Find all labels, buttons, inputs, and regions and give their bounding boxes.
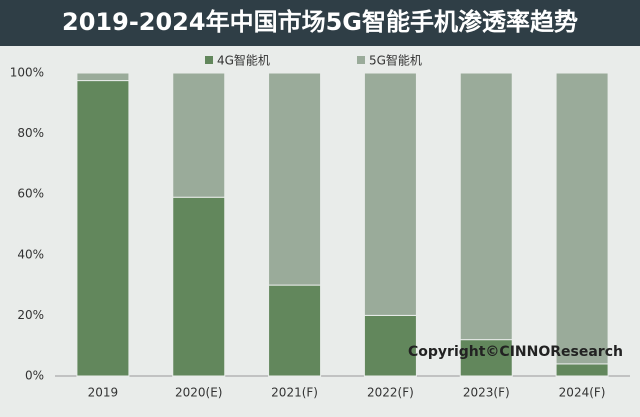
x-tick-label: 2023(F) [463, 386, 510, 400]
bar-segment [76, 80, 130, 377]
y-tick-label: 100% [10, 66, 44, 80]
legend-label: 4G智能机 [217, 53, 270, 68]
x-tick-label: 2019 [88, 386, 119, 400]
legend-swatch [357, 56, 365, 64]
bar-segment [268, 72, 322, 286]
x-tick-label: 2021(F) [271, 386, 318, 400]
bar-segment [555, 363, 609, 377]
y-tick-label: 60% [17, 187, 44, 201]
chart-title: 2019-2024年中国市场5G智能手机渗透率趋势 [62, 8, 578, 36]
y-tick-label: 0% [25, 369, 44, 383]
title-bar [0, 0, 640, 46]
bar-segment [172, 196, 226, 377]
bar-segment [459, 339, 513, 377]
bar-segment [76, 72, 130, 82]
bar-segment [555, 72, 609, 365]
x-tick-label: 2020(E) [175, 386, 222, 400]
legend-swatch [205, 56, 213, 64]
y-tick-label: 20% [17, 308, 44, 322]
y-tick-label: 80% [17, 126, 44, 140]
annotation: Copyright©CINNOResearch [408, 344, 623, 360]
legend-label: 5G智能机 [369, 53, 422, 68]
bar-segment [363, 314, 417, 377]
x-tick-label: 2022(F) [367, 386, 414, 400]
x-tick-label: 2024(F) [559, 386, 606, 400]
bar-segment [172, 72, 226, 198]
y-tick-label: 40% [17, 247, 44, 261]
bar-segment [268, 284, 322, 377]
bar-segment [363, 72, 417, 316]
bar-segment [459, 72, 513, 341]
